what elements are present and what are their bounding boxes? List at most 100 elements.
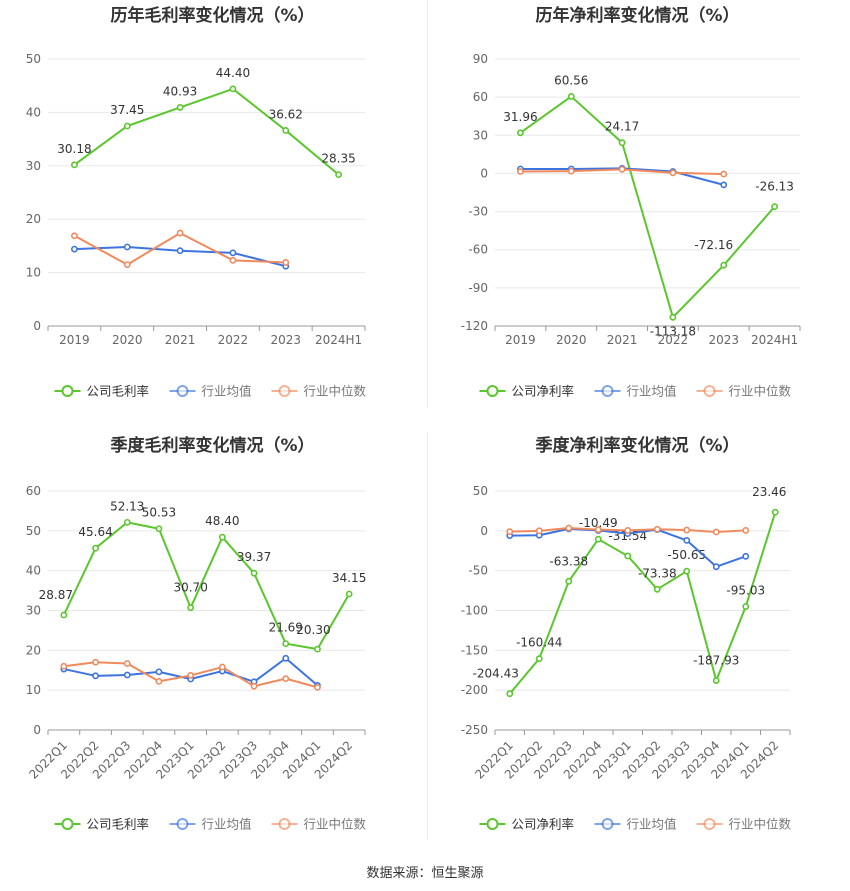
data-point [155, 525, 163, 533]
series-industry-median [71, 229, 290, 268]
data-point [669, 313, 677, 321]
data-point [123, 122, 131, 130]
data-point [517, 129, 524, 137]
series-line [73, 87, 340, 176]
series-industry-median [517, 165, 728, 178]
y-tick-label: 90 [473, 52, 488, 66]
data-point [653, 525, 661, 533]
y-tick-label: 20 [26, 212, 41, 226]
data-point [594, 535, 602, 543]
data-point [720, 170, 728, 178]
y-tick-label: -50 [468, 564, 488, 578]
x-tick-label: 2019 [505, 333, 536, 347]
y-tick-label: 10 [26, 266, 41, 280]
data-label: -95.03 [726, 584, 765, 598]
series-company: 31.96 60.56 24.17 -113.18 -72.16 -26.13 [503, 73, 794, 338]
data-point [720, 261, 728, 269]
legend-swatch-marker [176, 818, 189, 830]
panel-divider [427, 432, 428, 840]
data-label: 30.70 [173, 581, 207, 595]
y-tick-label: 50 [26, 52, 41, 66]
data-point [250, 682, 258, 690]
x-tick-label: 2023 [270, 333, 301, 347]
data-label: -10.49 [579, 516, 618, 530]
data-label: 40.93 [163, 84, 197, 98]
data-label: -50.65 [667, 548, 706, 562]
data-point [535, 527, 543, 535]
legend: 公司毛利率 行业均值 行业中位数 [54, 817, 367, 832]
legend-item: 行业均值 [594, 384, 677, 399]
series-company: 30.18 37.45 40.93 44.40 36.62 28.35 [57, 66, 356, 179]
panel-divider [427, 0, 428, 408]
data-label: 30.18 [57, 142, 91, 156]
y-tick-label: 40 [26, 105, 41, 119]
data-point [282, 259, 290, 266]
series-line [519, 95, 776, 319]
legend-swatch-marker [61, 818, 74, 830]
legend-swatch-marker [486, 818, 499, 830]
data-point [314, 645, 321, 653]
y-tick-label: 30 [26, 159, 41, 173]
chart-quarterly-gross-margin: 季度毛利率变化情况（%）01020304050602022Q12022Q2202… [26, 435, 367, 832]
legend-swatch-marker [278, 385, 291, 397]
legend-item: 公司净利率 [479, 817, 574, 832]
data-point [218, 663, 226, 671]
data-label: 44.40 [216, 66, 250, 80]
y-tick-label: 0 [480, 524, 488, 538]
y-tick-label: 0 [33, 319, 41, 333]
data-point [123, 261, 131, 268]
data-label: 50.53 [142, 506, 176, 520]
data-label: -26.13 [755, 180, 794, 194]
data-point [123, 660, 131, 667]
data-label: 45.64 [78, 525, 112, 539]
series-industry-median [60, 658, 321, 691]
y-tick-label: 30 [26, 604, 41, 618]
legend-swatch-marker [703, 385, 716, 397]
data-point [314, 683, 321, 691]
data-point [567, 93, 575, 100]
data-label: 28.87 [39, 588, 73, 602]
data-point [535, 655, 543, 663]
data-point [250, 569, 258, 577]
data-label: 20.30 [296, 623, 330, 637]
data-point [335, 171, 342, 179]
data-point [683, 536, 691, 544]
legend-item: 行业均值 [169, 384, 252, 399]
y-tick-label: -100 [461, 604, 488, 618]
y-tick-label: -200 [461, 683, 488, 697]
series-industry-average [71, 243, 290, 270]
series-industry-average [60, 654, 321, 689]
legend: 公司毛利率 行业均值 行业中位数 [54, 384, 367, 399]
legend-item: 行业中位数 [696, 817, 792, 832]
data-point [176, 104, 184, 111]
legend-item: 公司毛利率 [54, 817, 149, 832]
data-point [71, 161, 78, 169]
data-point [92, 544, 99, 552]
data-point [506, 528, 514, 536]
legend-label: 行业中位数 [304, 384, 367, 399]
x-tick-label: 2022 [658, 333, 689, 347]
y-tick-label: 50 [473, 484, 488, 498]
x-tick-label: 2024H1 [751, 333, 798, 347]
data-point [187, 672, 195, 679]
legend-item: 行业均值 [594, 817, 677, 832]
y-tick-label: 60 [473, 90, 488, 104]
data-point [720, 181, 728, 189]
y-tick-label: -250 [461, 723, 488, 737]
data-point [229, 249, 237, 257]
legend-swatch-marker [176, 385, 189, 397]
legend-swatch-marker [601, 818, 614, 830]
legend-label: 行业中位数 [304, 817, 367, 832]
data-point [92, 658, 99, 666]
data-label: 24.17 [605, 120, 639, 134]
data-point [71, 232, 78, 240]
data-point [712, 677, 720, 684]
series-line [508, 511, 777, 695]
legend-label: 行业中位数 [729, 817, 792, 832]
data-label: -113.18 [650, 324, 696, 338]
legend-swatch-marker [486, 385, 499, 397]
data-label: 28.35 [321, 152, 355, 166]
legend-swatch-marker [601, 385, 614, 397]
data-label: -160.44 [516, 636, 562, 650]
y-tick-label: -30 [468, 205, 488, 219]
